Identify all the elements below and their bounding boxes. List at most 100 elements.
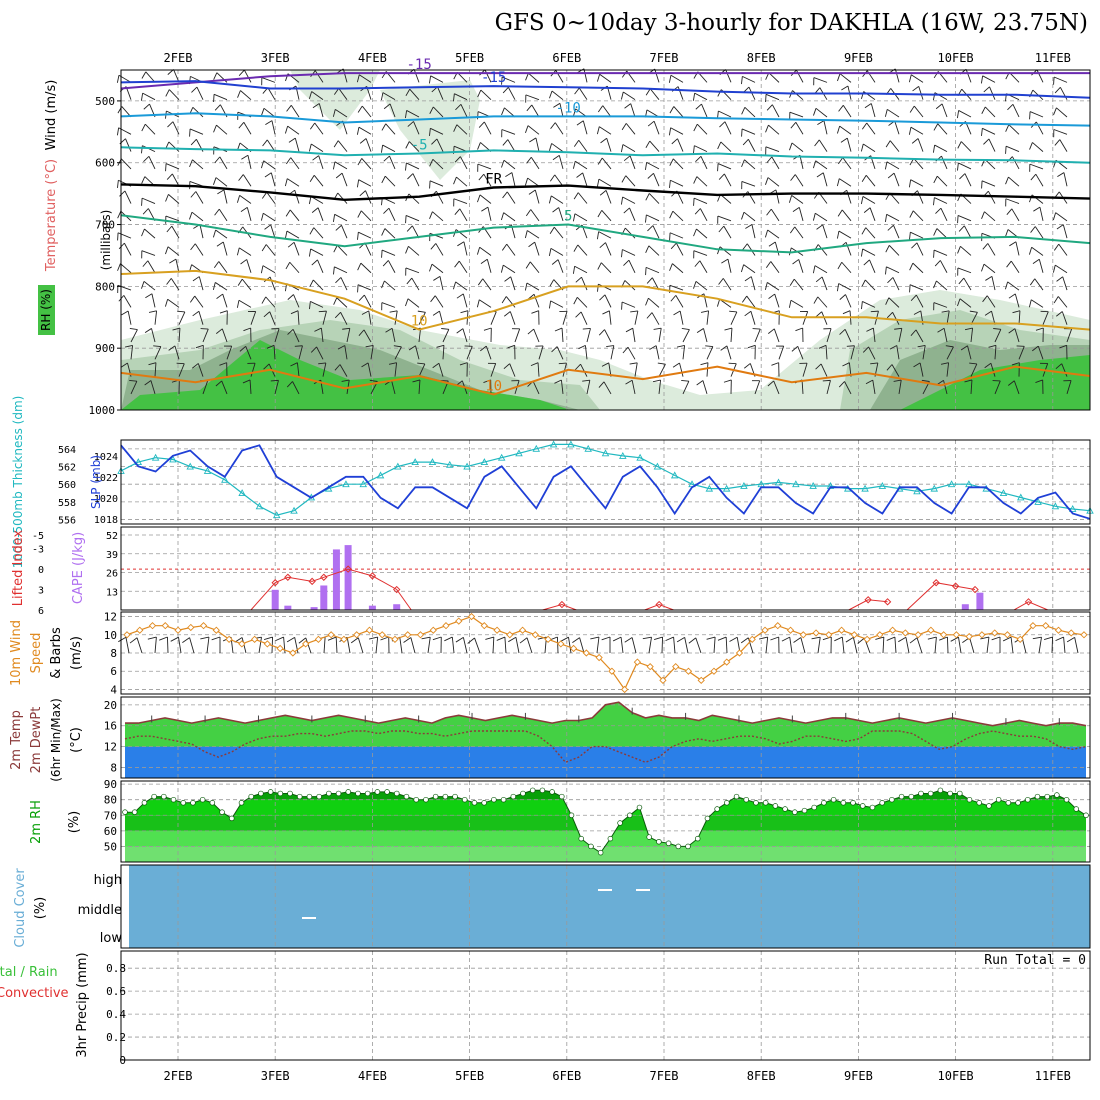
wind-barb xyxy=(151,328,156,343)
wind-barb xyxy=(1062,276,1068,291)
wind-barb xyxy=(562,311,568,325)
lifted-point xyxy=(932,579,940,587)
wind-barb-flag xyxy=(887,277,894,284)
rh-point xyxy=(918,790,924,797)
wind-barb xyxy=(888,245,900,256)
wind-speed-point xyxy=(927,626,935,634)
wind-barb xyxy=(982,127,996,135)
wind-barb-flag xyxy=(117,263,121,271)
rh-point xyxy=(199,796,206,803)
rh-point xyxy=(685,843,691,850)
wind-barb-flag xyxy=(1032,258,1040,264)
wind-barb xyxy=(679,310,684,325)
rh-point xyxy=(1063,796,1070,803)
wind-barb-flag xyxy=(621,175,627,183)
rh-point xyxy=(568,812,575,819)
wind-barb xyxy=(765,146,780,153)
wind-barb-flag xyxy=(935,207,942,214)
wind-barb xyxy=(246,259,252,273)
wind-barb xyxy=(1029,163,1044,170)
wind-barb-flag xyxy=(553,102,561,108)
wind-barb xyxy=(934,197,948,204)
wind-barb xyxy=(970,363,978,377)
surface-wind-barb-flag xyxy=(758,636,768,640)
wind-barb xyxy=(768,124,780,135)
wind-barb xyxy=(722,278,732,291)
thickness-tick: 560 xyxy=(58,480,76,491)
wind-barb xyxy=(918,86,924,100)
surface-wind-barb xyxy=(474,637,481,654)
wind-barb-flag xyxy=(407,173,414,180)
temp-tick: 12 xyxy=(104,741,117,754)
thickness-point xyxy=(584,444,592,452)
wind-barb-flag xyxy=(477,142,481,150)
wind-barb-flag xyxy=(1030,226,1036,233)
wind-barb-flag xyxy=(789,278,795,286)
wind-barb-flag xyxy=(476,247,481,255)
surface-wind-barb xyxy=(427,637,431,654)
wind-tick: 12 xyxy=(104,611,117,624)
wind-barb-flag xyxy=(284,178,288,187)
wind-barb-flag xyxy=(266,344,275,349)
wind-barb-flag xyxy=(574,87,580,95)
wind-barb xyxy=(215,282,228,291)
wind-barb-flag xyxy=(118,242,125,250)
wind-barb xyxy=(863,143,876,152)
surface-wind-barb-flag xyxy=(182,637,190,644)
rh-point xyxy=(277,790,284,797)
wind-barb-flag xyxy=(116,75,120,83)
wind-barb-flag xyxy=(429,180,431,189)
wind-barb-flag xyxy=(839,294,846,300)
wind-barb-flag xyxy=(789,142,793,151)
wind-barb xyxy=(532,381,540,395)
surface-wind-barb xyxy=(905,637,910,654)
thickness-point xyxy=(619,451,627,459)
wind-barb-flag xyxy=(477,278,484,286)
wind-barb xyxy=(322,362,327,377)
wind-barb xyxy=(610,345,615,360)
wind-ylabel-2: Speed xyxy=(29,633,44,674)
wind-barb xyxy=(817,244,828,256)
isotherm-line xyxy=(120,146,1091,164)
wind-barb xyxy=(294,190,300,204)
wind-barb-flag xyxy=(886,364,893,371)
wind-barb xyxy=(551,195,564,204)
wind-barb xyxy=(815,107,828,118)
surface-wind-barb-flag xyxy=(706,636,716,640)
wind-barb xyxy=(864,279,876,291)
wind-barb xyxy=(917,190,924,204)
wind-barb-flag xyxy=(1053,107,1057,116)
surface-wind-barb-flag xyxy=(886,636,896,641)
wind-barb-flag xyxy=(956,110,960,119)
wind-barb xyxy=(384,228,396,239)
wind-barb-flag xyxy=(788,300,792,308)
wind-barb xyxy=(175,259,180,273)
wind-barb xyxy=(693,250,708,256)
wind-barb xyxy=(455,229,468,239)
wind-barb xyxy=(1005,145,1020,153)
wind-barb xyxy=(462,293,468,308)
wind-barb-flag xyxy=(117,180,119,188)
wind-barb xyxy=(195,191,204,204)
wind-barb-flag xyxy=(242,379,251,384)
wind-barb-flag xyxy=(430,295,436,303)
wind-barb xyxy=(360,210,372,222)
surface-wind-barb xyxy=(504,637,507,654)
wind-barb-flag xyxy=(241,154,249,160)
lifted-tick: 6 xyxy=(38,606,44,617)
wind-barb xyxy=(293,242,300,256)
wind-tick: 4 xyxy=(110,683,117,696)
wind-barb-flag xyxy=(212,229,217,238)
wind-barb-flag xyxy=(290,362,298,367)
isotherm-label: 10 xyxy=(411,314,428,330)
wind-barb xyxy=(415,345,420,360)
wind-barb xyxy=(434,295,444,308)
wind-barb xyxy=(342,68,348,83)
wind-speed-point xyxy=(621,685,629,694)
thickness-point xyxy=(930,484,939,492)
wind-barb-flag xyxy=(598,329,605,336)
wind-barb xyxy=(346,328,351,343)
rh-point xyxy=(267,789,274,795)
thickness-point xyxy=(705,484,714,492)
